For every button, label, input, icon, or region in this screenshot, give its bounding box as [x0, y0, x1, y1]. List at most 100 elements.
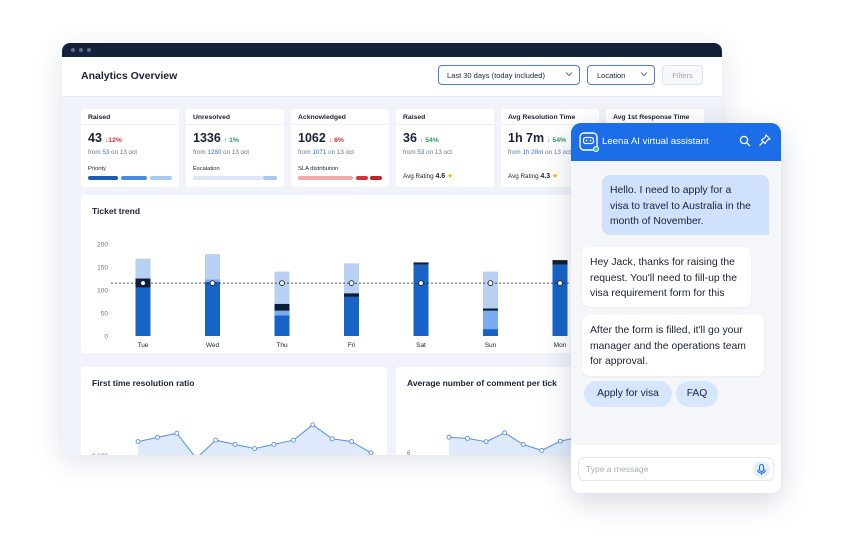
data-point: [252, 446, 257, 452]
data-point: [465, 435, 471, 441]
data-point: [213, 437, 219, 443]
y-tick-label: 100: [97, 288, 108, 295]
message-input[interactable]: Type a message: [578, 457, 774, 481]
x-tick-label: Wed: [206, 342, 220, 349]
y-tick-label: 0: [104, 334, 108, 341]
priority-bars: [88, 176, 172, 180]
rating-value: 4.3: [540, 173, 551, 180]
data-point: [154, 434, 160, 440]
data-point: [310, 422, 316, 428]
bar-segment: [344, 293, 359, 297]
reference-marker: [348, 280, 355, 286]
message-line: request. You'll need to fill-up the: [590, 272, 737, 284]
search-icon[interactable]: [739, 135, 751, 147]
divider: [81, 124, 179, 125]
date-range-select[interactable]: Last 30 days (today included): [438, 65, 580, 85]
from-value: 53: [417, 149, 425, 156]
ticket-trend-card: Ticket trend 0 50 100 150 200 Tue Wed Thu Fri Sat…: [81, 195, 581, 353]
bar-segment: [483, 308, 498, 311]
bar-segment: [135, 287, 151, 336]
area-fill: [138, 424, 371, 455]
microphone-icon: [757, 463, 766, 475]
filters-button[interactable]: Filters: [662, 65, 703, 85]
chat-messages: Hello. I need to apply for a visa to tra…: [571, 161, 781, 445]
bar-segment: [274, 303, 290, 311]
message-line: visa requirement form for this: [590, 288, 725, 299]
from-suffix: on 13 oct: [545, 149, 572, 156]
progress-segment: [298, 176, 353, 180]
mic-button[interactable]: [753, 461, 770, 478]
stat-card-acknowledged[interactable]: Acknowledged 1062 ↓ 8% from 1071 on 13 oc…: [291, 109, 389, 187]
pin-icon[interactable]: [758, 134, 771, 147]
stat-card-unresolved[interactable]: Unresolved 1336 ↑ 1% from 1280 on 13 oct …: [186, 109, 284, 187]
card-title: Average number of comment per tick: [407, 378, 557, 388]
stat-delta: ↓ 54%: [547, 137, 567, 144]
stat-comparison: from 1280 on 13 oct: [193, 149, 249, 156]
message-line: month of November.: [610, 216, 704, 227]
progress-segment: [193, 176, 263, 180]
card-title: Ticket trend: [92, 206, 141, 216]
stat-value: 1062 ↓ 8%: [298, 131, 344, 145]
user-message: Hello. I need to apply for a visa to tra…: [602, 175, 769, 235]
from-suffix: on 13 oct: [111, 149, 138, 156]
from-prefix: from: [88, 149, 101, 156]
star-icon: ★: [551, 173, 559, 180]
from-suffix: on 13 oct: [426, 149, 453, 156]
area-fill: [449, 432, 596, 455]
bar-segment: [344, 263, 359, 294]
bar-segment: [413, 262, 429, 265]
stat-card-raised[interactable]: Raised 43 ↓12% from 53 on 13 oct Priority: [81, 109, 179, 187]
apply-for-visa-chip[interactable]: Apply for visa: [584, 381, 672, 407]
message-line: visa to travel to Australia in the: [610, 200, 751, 212]
location-select[interactable]: Location: [587, 65, 655, 85]
progress-segment: [263, 176, 277, 180]
message-line: Hey Jack, thanks for raising the: [590, 257, 735, 268]
faq-chip[interactable]: FAQ: [676, 381, 718, 407]
stat-card-raised-rating[interactable]: Raised 36 ↓ 54% from 53 on 13 oct Avg Rat…: [396, 109, 494, 187]
progress-segment: [370, 176, 382, 180]
data-point: [349, 439, 355, 445]
from-prefix: from: [508, 149, 521, 156]
bar-segment: [205, 254, 220, 280]
stat-comparison: from 53 on 13 oct: [403, 149, 452, 156]
page-title: Analytics Overview: [81, 70, 178, 82]
avg-rating: Avg Rating 4.6 ★: [403, 172, 453, 180]
stat-number: 1336: [193, 131, 221, 145]
bar-segment: [274, 271, 290, 304]
avg-rating: Avg Rating 4.3 ★: [508, 172, 558, 180]
stat-title: Raised: [88, 114, 111, 121]
stat-number: 1062: [298, 131, 326, 145]
bar-segment: [483, 329, 498, 336]
y-tick-label: 200: [97, 242, 108, 249]
first-time-resolution-card: First time resolution ratio 0.6000.600: [81, 367, 387, 455]
divider: [396, 124, 494, 125]
data-point: [232, 441, 238, 447]
chevron-down-icon: [565, 72, 573, 77]
bot-avatar-icon: [579, 132, 598, 151]
location-value: Location: [597, 71, 626, 80]
sla-bars: [298, 176, 382, 180]
chevron-down-icon: [640, 72, 648, 77]
bar-segment: [413, 264, 429, 336]
progress-segment: [150, 176, 172, 180]
from-value: 1071: [312, 149, 327, 156]
window-dot: [79, 48, 83, 52]
stat-comparison: from 1071 on 13 oct: [298, 149, 354, 156]
data-point: [539, 447, 545, 453]
bar-segment: [274, 310, 290, 316]
bar-segment: [344, 296, 359, 336]
stat-title: Acknowledged: [298, 114, 346, 121]
stat-delta: ↓12%: [104, 137, 122, 144]
escalation-bars: [193, 176, 277, 180]
chat-title: Leena AI virtual assistant: [602, 136, 709, 147]
stat-subtitle: Priority: [88, 166, 107, 172]
stat-title: Unresolved: [193, 114, 231, 121]
data-point: [483, 439, 489, 445]
stat-subtitle: SLA distribution: [298, 166, 339, 172]
y-tick-label: 150: [97, 265, 108, 272]
y-tick-label: 0.600: [92, 453, 108, 455]
data-point: [557, 438, 563, 444]
stat-comparison: from 1h 28m on 13 oct: [508, 149, 571, 156]
star-icon: ★: [446, 173, 454, 180]
progress-segment: [88, 176, 118, 180]
